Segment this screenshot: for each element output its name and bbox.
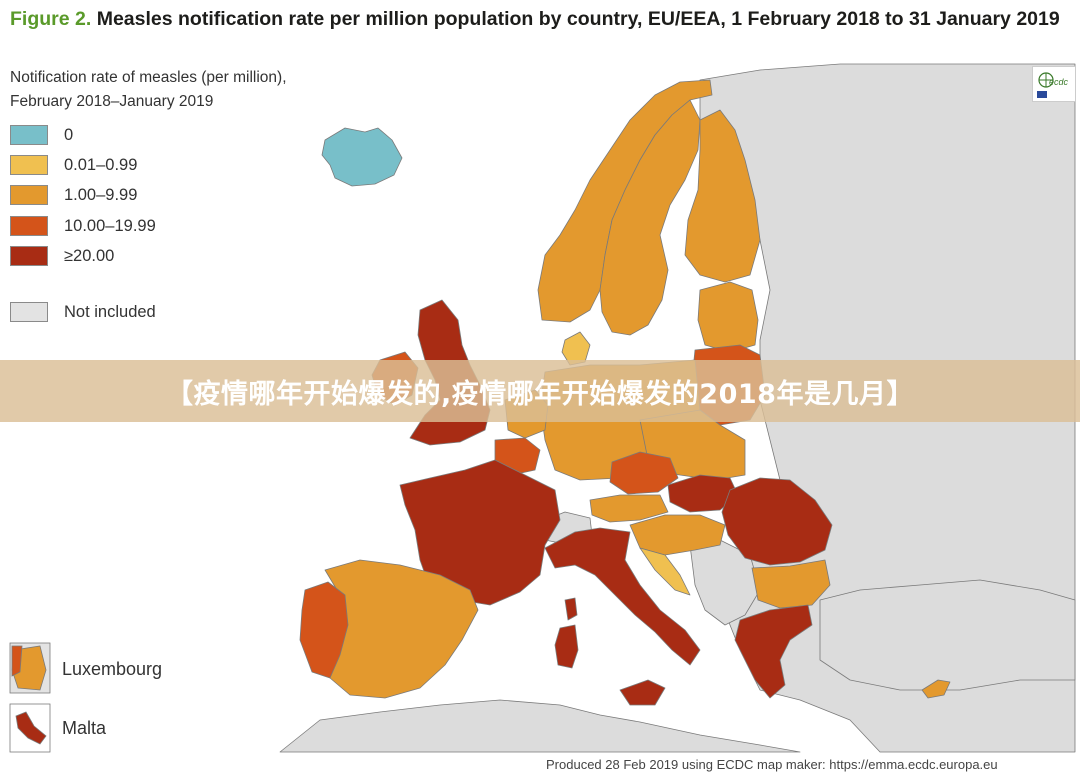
legend-swatch: [10, 185, 48, 205]
figure-number: Figure 2.: [10, 8, 92, 30]
luxembourg-inset-neighbor: [11, 645, 23, 677]
croatia-coast: [639, 547, 691, 596]
overlay-banner: 【疫情哪年开始爆发的,疫情哪年开始爆发的2018年是几月】: [0, 360, 1080, 422]
legend-item: 0.01–0.99: [10, 154, 137, 176]
overlay-banner-text: 【疫情哪年开始爆发的,疫情哪年开始爆发的2018年是几月】: [166, 378, 914, 410]
iceland: [321, 127, 403, 187]
legend-item: 10.00–19.99: [10, 215, 156, 237]
legend-swatch: [10, 302, 48, 322]
not-included-balkans: [689, 539, 761, 626]
legend-heading-line2: February 2018–January 2019: [10, 93, 214, 110]
legend-item: 1.00–9.99: [10, 184, 137, 206]
legend-label: 0.01–0.99: [64, 155, 138, 174]
figure-title: Figure 2. Measles notification rate per …: [10, 6, 1060, 32]
globe-icon: [1038, 72, 1054, 88]
portugal: [299, 581, 349, 679]
sicily: [619, 679, 666, 706]
not-included-north-africa: [279, 699, 801, 753]
legend-swatch: [10, 155, 48, 175]
ecdc-logo-text: ecdc: [1049, 77, 1069, 87]
romania: [721, 477, 833, 566]
austria: [589, 494, 669, 523]
bulgaria: [751, 559, 831, 609]
legend-heading-line1: Notification rate of measles (per millio…: [10, 69, 287, 86]
corsica: [564, 597, 578, 621]
legend-label: 0: [64, 125, 74, 144]
greece: [734, 604, 813, 699]
france: [399, 459, 561, 606]
malta-inset-shape: [15, 711, 47, 745]
legend-label: Not included: [64, 302, 156, 321]
legend-item: 0: [10, 124, 73, 146]
legend-label: 10.00–19.99: [64, 216, 156, 235]
legend-swatch: [10, 125, 48, 145]
italy: [544, 527, 701, 666]
sweden: [599, 99, 701, 336]
legend-swatch: [10, 246, 48, 266]
eu-flag-icon: [1037, 91, 1047, 98]
footer-credit: Produced 28 Feb 2019 using ECDC map make…: [546, 757, 998, 772]
legend-label: ≥20.00: [64, 246, 115, 265]
not-included-turkey: [819, 579, 1076, 691]
sardinia: [554, 624, 579, 669]
baltics: [697, 281, 759, 353]
legend-heading: Notification rate of measles (per millio…: [10, 66, 330, 114]
figure-title-text: Measles notification rate per million po…: [91, 8, 1060, 30]
legend-swatch: [10, 216, 48, 236]
legend-label: 1.00–9.99: [64, 185, 138, 204]
cyprus: [921, 679, 951, 699]
finland: [684, 109, 761, 283]
legend-item: Not included: [10, 301, 156, 323]
ecdc-logo: ecdc: [1032, 66, 1076, 102]
legend-item: ≥20.00: [10, 245, 114, 267]
luxembourg-label: Luxembourg: [62, 659, 163, 679]
malta-label: Malta: [62, 718, 107, 738]
